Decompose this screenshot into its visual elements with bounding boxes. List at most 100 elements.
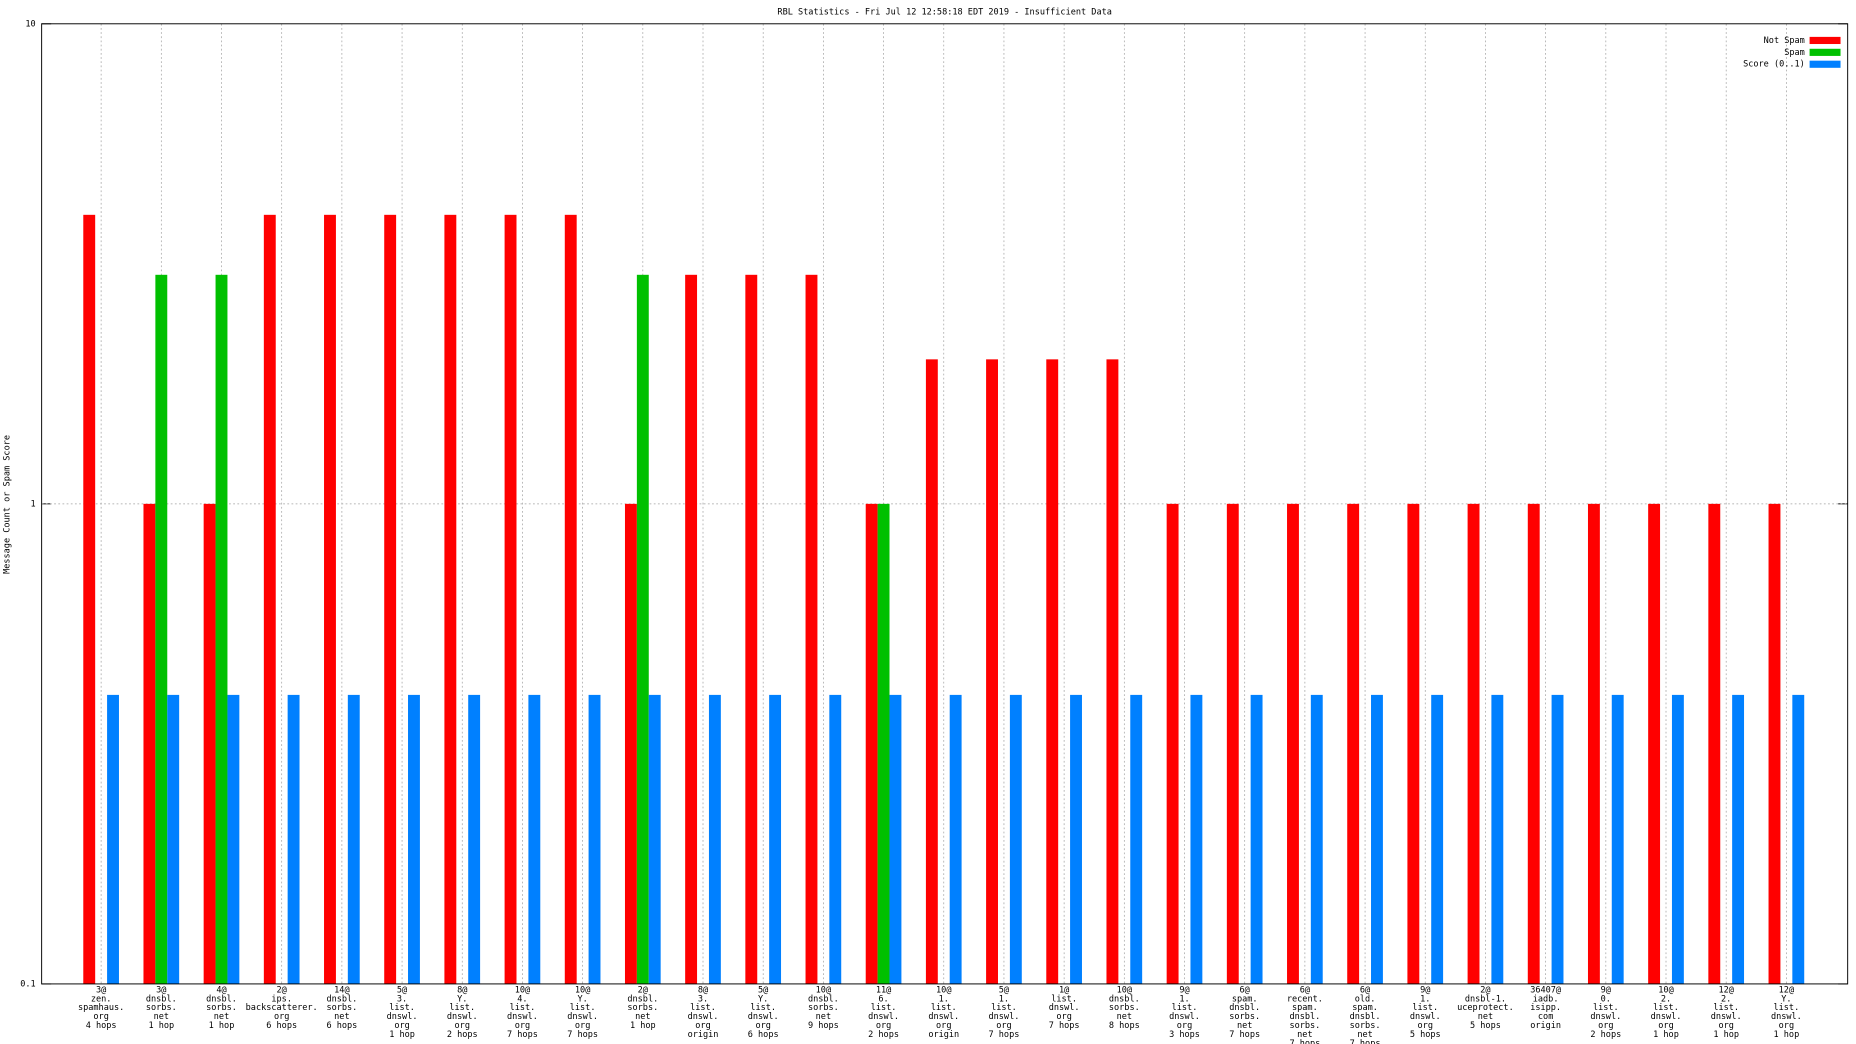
bar (107, 694, 119, 984)
x-tick-label: dnsbl. (1350, 1012, 1381, 1022)
bar (1587, 503, 1600, 984)
x-tick-label: 7 hops (1350, 1039, 1381, 1044)
x-tick-label: net (334, 1012, 349, 1022)
x-tick-label: sorbs. (1229, 1012, 1260, 1022)
x-tick-label: net (816, 1012, 831, 1022)
x-tick-label: 10@ (936, 985, 951, 995)
bar (155, 274, 168, 984)
bar (1551, 694, 1564, 984)
x-tick-label: 10@ (515, 985, 530, 995)
x-tick-label: 8@ (457, 985, 467, 995)
bar (769, 694, 782, 984)
bar (877, 503, 890, 984)
bar (708, 694, 721, 984)
x-tick-label: dnsbl. (146, 994, 177, 1004)
x-tick-label: org (274, 1012, 289, 1022)
x-tick-label: net (1237, 1021, 1252, 1031)
x-tick-label: iadb. (1533, 994, 1559, 1004)
y-tick-label: 1 (31, 499, 36, 509)
x-tick-label: org (876, 1021, 891, 1031)
bar (203, 503, 216, 984)
x-tick-label: net (1117, 1012, 1132, 1022)
x-tick-label: list. (991, 1003, 1017, 1013)
x-tick-label: Y. (1781, 994, 1791, 1004)
x-tick-label: dnswl. (507, 1012, 538, 1022)
x-tick-label: 1@ (1059, 985, 1069, 995)
bar (215, 274, 228, 984)
x-tick-label: origin (1530, 1021, 1561, 1031)
bar (1250, 694, 1263, 984)
bar (624, 503, 637, 984)
x-tick-label: 3@ (156, 985, 166, 995)
x-tick-label: 36407@ (1530, 985, 1561, 995)
x-tick-label: spam. (1292, 1003, 1318, 1013)
x-tick-label: list. (1713, 1003, 1739, 1013)
x-tick-label: net (1357, 1030, 1372, 1040)
x-tick-label: list. (871, 1003, 897, 1013)
x-tick-label: spamhaus. (78, 1003, 124, 1013)
bar (1226, 503, 1239, 984)
bar (1671, 694, 1684, 984)
x-tick-label: list. (1593, 1003, 1619, 1013)
bar (1347, 503, 1360, 984)
x-tick-label: 1. (999, 994, 1009, 1004)
x-tick-label: list. (1412, 1003, 1438, 1013)
chart-title: RBL Statistics - Fri Jul 12 12:58:18 EDT… (777, 7, 1111, 17)
bar (1768, 503, 1781, 984)
bar (745, 274, 758, 984)
x-tick-label: list. (1653, 1003, 1679, 1013)
x-tick-label: 1 hop (1713, 1030, 1739, 1040)
x-tick-label: 6 hops (326, 1021, 357, 1031)
x-tick-label: 5@ (999, 985, 1009, 995)
x-tick-label: 12@ (1779, 985, 1794, 995)
x-tick-label: list. (1051, 994, 1077, 1004)
x-tick-label: old. (1355, 994, 1376, 1004)
x-tick-label: 9@ (1420, 985, 1430, 995)
bar (925, 359, 938, 984)
bar (829, 694, 842, 984)
x-tick-label: 9@ (1601, 985, 1611, 995)
x-tick-label: net (635, 1012, 650, 1022)
x-tick-label: 5@ (758, 985, 768, 995)
x-tick-label: org (455, 1021, 470, 1031)
x-tick-label: org (1418, 1021, 1433, 1031)
x-tick-label: list. (931, 1003, 957, 1013)
bar (986, 359, 998, 984)
x-tick-label: org (515, 1021, 530, 1031)
bar (167, 694, 180, 984)
x-tick-label: 7 hops (1049, 1021, 1080, 1031)
x-tick-label: dnswl. (387, 1012, 418, 1022)
x-tick-label: dnswl. (1651, 1012, 1682, 1022)
bar (347, 694, 360, 984)
plot-frame (41, 23, 1849, 985)
x-tick-label: sorbs. (627, 1003, 658, 1013)
x-tick-label: dnsbl. (326, 994, 357, 1004)
x-tick-label: dnsbl. (808, 994, 839, 1004)
x-tick-label: org (1177, 1021, 1192, 1031)
x-tick-label: org (1056, 1012, 1071, 1022)
x-tick-label: ips. (271, 994, 292, 1004)
x-tick-label: org (1658, 1021, 1673, 1031)
bar (636, 274, 649, 984)
legend-swatch (1809, 48, 1841, 56)
bar (1166, 503, 1179, 984)
x-tick-label: 0. (1601, 994, 1611, 1004)
x-tick-label: sorbs. (1109, 1003, 1140, 1013)
bar (1310, 694, 1323, 984)
legend-swatch (1809, 60, 1841, 68)
x-tick-label: 6 hops (266, 1021, 297, 1031)
x-tick-label: org (1779, 1021, 1794, 1031)
x-tick-label: dnswl. (567, 1012, 598, 1022)
x-tick-label: 10@ (1658, 985, 1673, 995)
bar (1491, 694, 1504, 984)
x-tick-label: dnswl. (688, 1012, 719, 1022)
bar (1106, 359, 1119, 984)
bar (1611, 694, 1624, 984)
bar (384, 214, 397, 984)
bar (1009, 694, 1022, 984)
x-tick-label: org (93, 1012, 108, 1022)
x-tick-label: list. (510, 1003, 536, 1013)
x-tick-label: recent. (1287, 994, 1323, 1004)
x-tick-label: dnsbl. (1229, 1003, 1260, 1013)
x-tick-label: backscatterer. (246, 1003, 318, 1013)
